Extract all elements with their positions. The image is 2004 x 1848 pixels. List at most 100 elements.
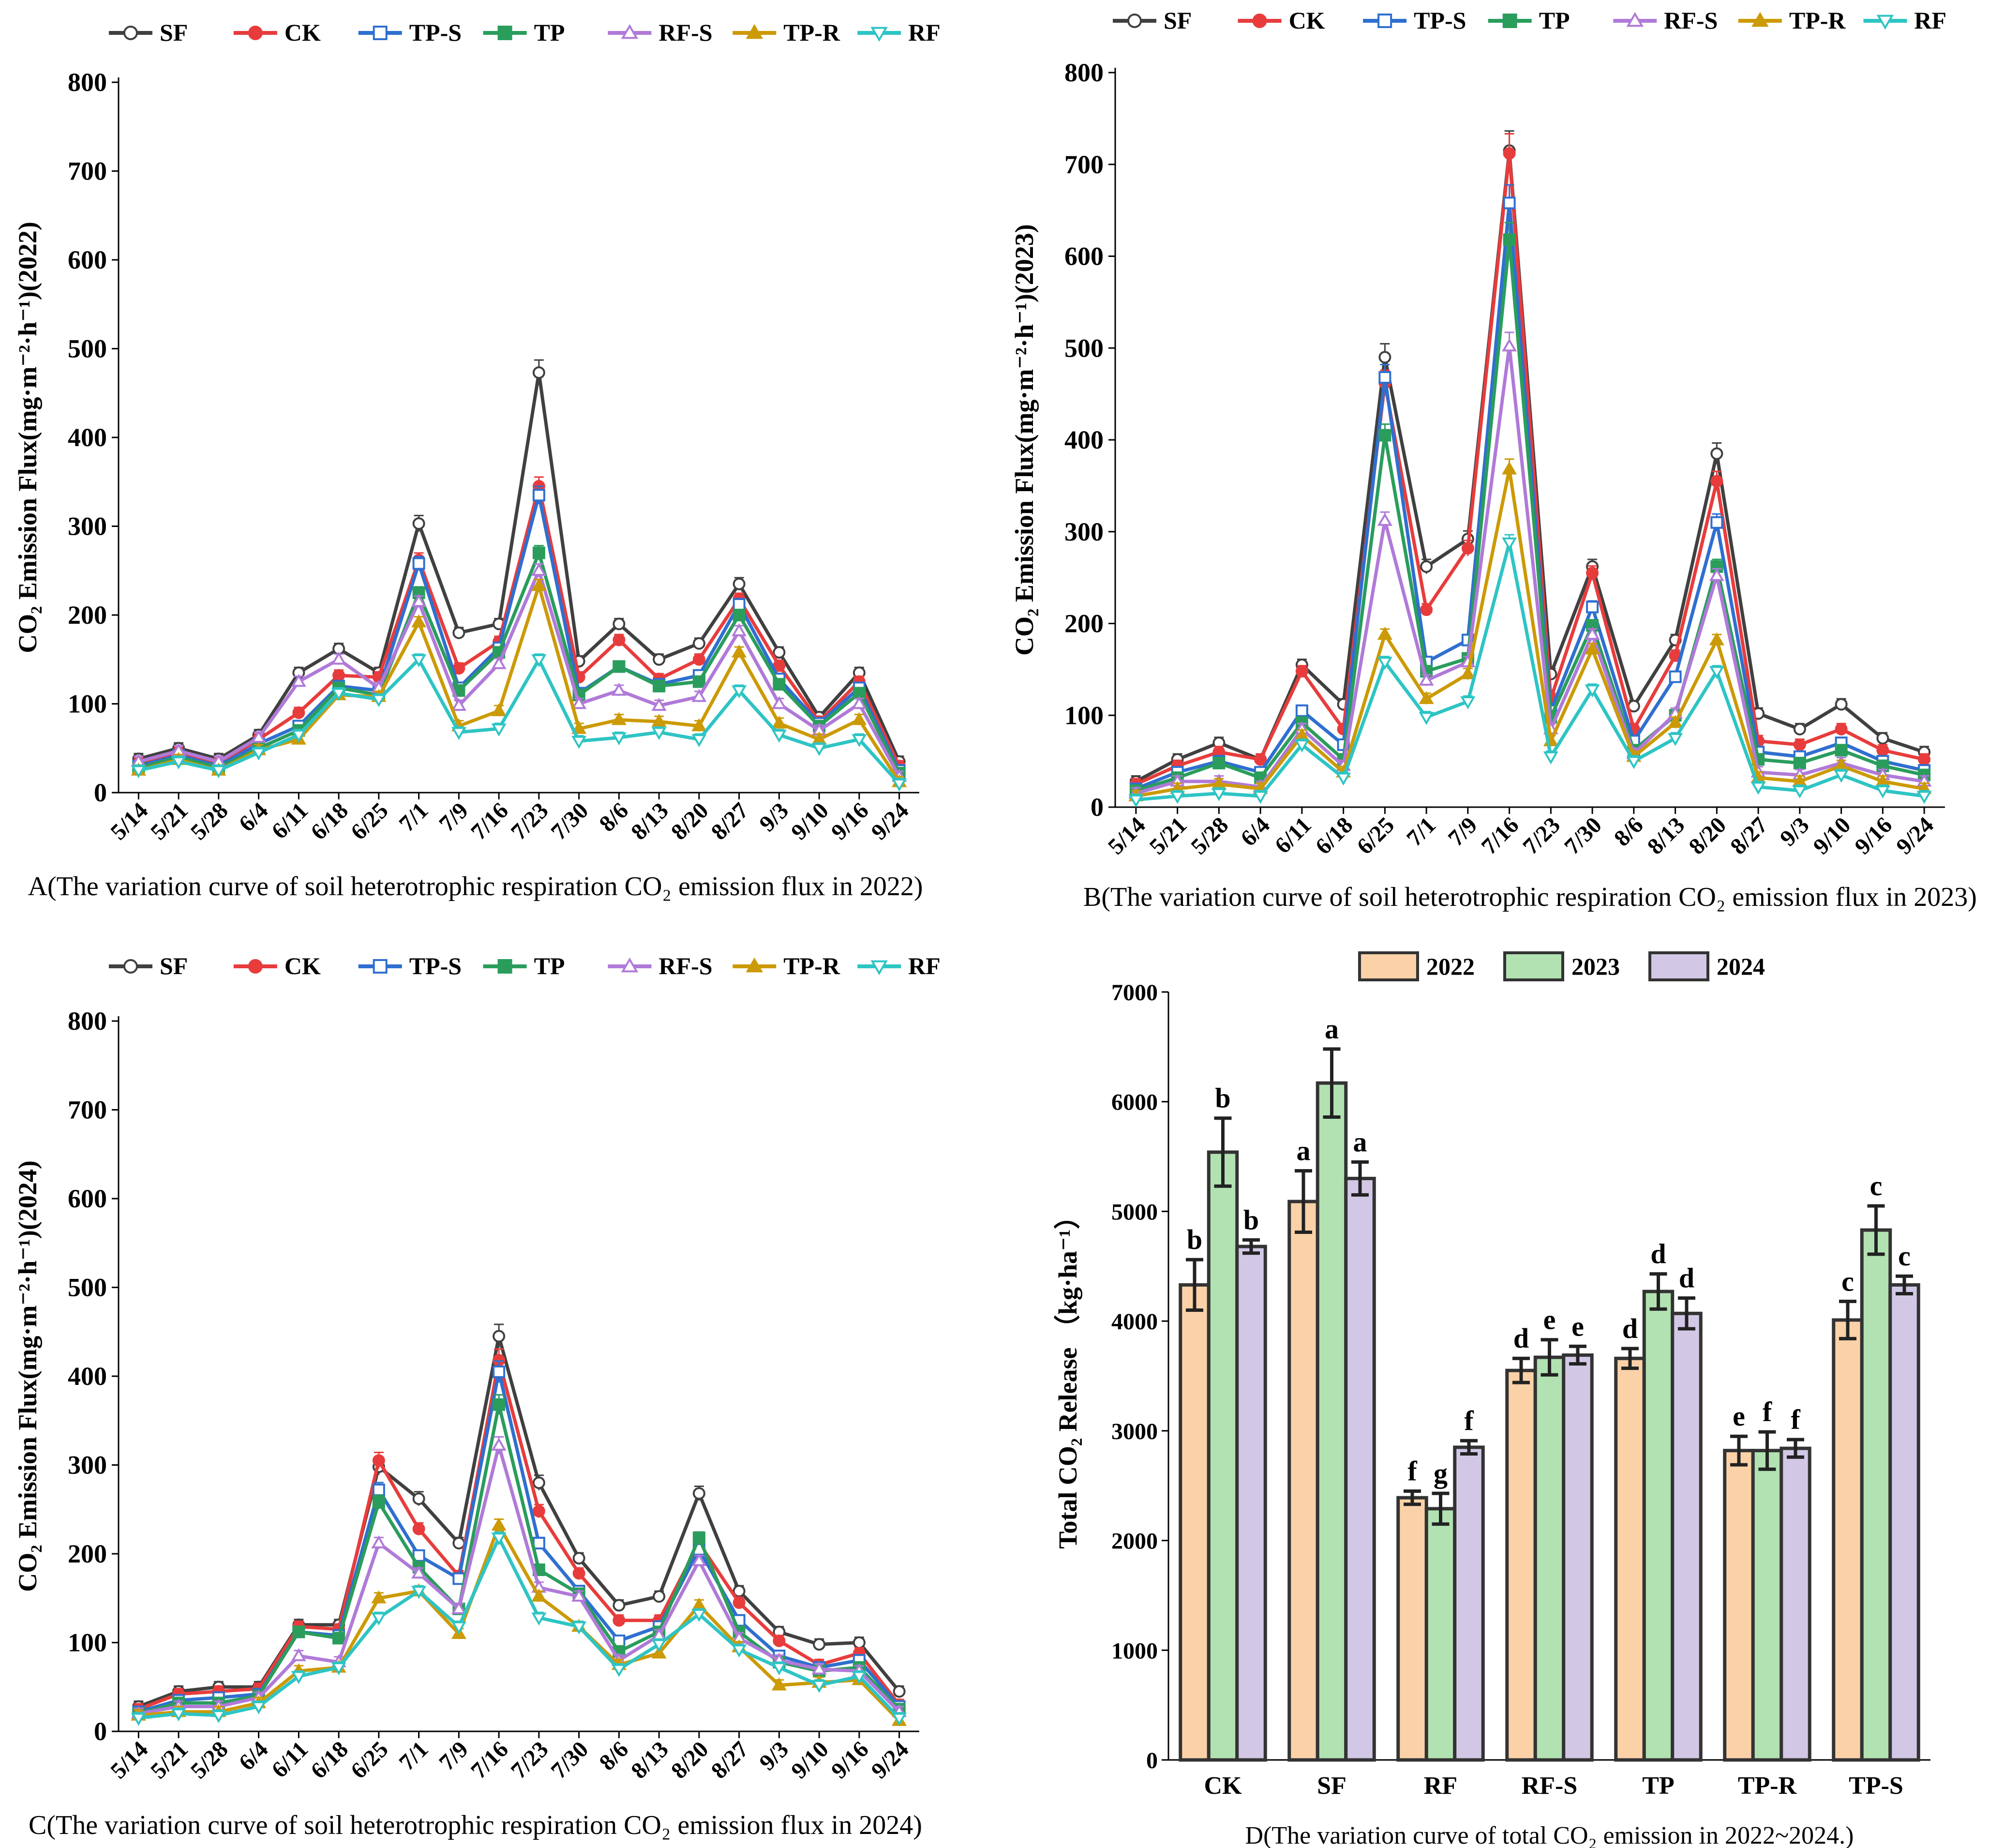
data-point	[892, 1713, 907, 1726]
legend: SF CK TP-S TP RF-S TP-R RF	[109, 19, 941, 46]
legend-label: TP-R	[783, 19, 840, 46]
data-point	[733, 609, 746, 621]
data-point	[732, 1644, 747, 1658]
legend-swatch	[1648, 951, 1709, 981]
significance-letter: e	[1733, 1400, 1745, 1432]
legend-marker	[1876, 15, 1894, 30]
data-point	[1419, 673, 1434, 686]
legend-marker	[123, 959, 138, 974]
legend-label: 2022	[1426, 953, 1475, 980]
data-point	[1710, 516, 1723, 529]
legend-label: SF	[1164, 7, 1192, 34]
data-point	[531, 1588, 547, 1602]
data-point	[613, 617, 626, 631]
data-point	[1377, 657, 1392, 670]
data-point	[1585, 684, 1600, 698]
data-point	[1626, 756, 1642, 769]
y-tick-label: 0	[94, 778, 107, 807]
series-line	[138, 371, 901, 763]
y-tick-label: 0	[1091, 793, 1104, 822]
data-point	[692, 653, 705, 666]
legend-label: RF	[908, 19, 941, 46]
data-point	[1793, 756, 1806, 769]
legend-item-sf: SF	[109, 19, 188, 46]
series-rf	[131, 1531, 907, 1726]
x-tick-label: 9/3	[1775, 812, 1814, 851]
data-point	[1377, 627, 1392, 640]
caption: B(The variation curve of soil heterotrop…	[1083, 882, 1977, 912]
series-rf-s	[131, 563, 907, 782]
series-tp-r	[1128, 458, 1932, 802]
x-tick-label: 9/16	[826, 797, 874, 845]
data-point	[1835, 722, 1848, 736]
data-point	[1294, 739, 1310, 753]
legend-item-tp: TP	[483, 952, 565, 979]
data-point	[331, 651, 346, 665]
significance-letter: c	[1898, 1240, 1911, 1272]
data-point	[571, 736, 587, 749]
legend-marker	[870, 960, 888, 976]
x-tick-label: SF	[1317, 1772, 1346, 1800]
data-point	[613, 633, 626, 646]
legend-label: TP	[534, 19, 565, 46]
data-point	[691, 689, 707, 702]
legend-label: SF	[160, 952, 188, 979]
legend-label: 2023	[1571, 953, 1620, 980]
legend-label: TP-S	[409, 952, 462, 979]
data-point	[611, 732, 627, 746]
bar	[1316, 1081, 1348, 1762]
data-point	[1460, 666, 1476, 679]
data-point	[1170, 791, 1185, 804]
bar	[1751, 1449, 1783, 1762]
y-tick-label: 400	[68, 1362, 107, 1391]
data-point	[611, 682, 627, 696]
significance-letter: b	[1187, 1224, 1202, 1255]
data-point	[1212, 756, 1226, 769]
data-point	[771, 696, 787, 709]
y-axis-label: CO₂ Emission Flux(mg·m⁻²·h⁻¹)(2024)	[13, 1160, 42, 1592]
legend-item-rf-s: RF-S	[1613, 7, 1718, 34]
legend-label: TP-S	[409, 19, 462, 46]
x-tick-label: CK	[1204, 1772, 1242, 1800]
legend: SF CK TP-S TP RF-S TP-R RF	[109, 952, 941, 979]
data-point	[1502, 537, 1517, 551]
caption: C(The variation curve of soil heterotrop…	[29, 1810, 922, 1840]
data-point	[1918, 753, 1931, 766]
series-line	[138, 1523, 901, 1722]
data-point	[1916, 791, 1932, 804]
series-rf	[131, 653, 907, 792]
data-point	[613, 1614, 626, 1627]
significance-letter: c	[1870, 1170, 1883, 1202]
data-point	[771, 1662, 787, 1675]
x-tick-label: 9/16	[1850, 812, 1897, 859]
data-point	[1835, 744, 1848, 757]
data-point	[1502, 338, 1517, 352]
x-tick-label: RF-S	[1522, 1772, 1578, 1800]
data-point	[571, 696, 587, 709]
data-point	[1585, 641, 1600, 655]
data-point	[1709, 666, 1724, 679]
data-point	[893, 1685, 906, 1698]
bar	[1207, 1150, 1239, 1762]
x-tick-label: 5/28	[186, 1736, 233, 1784]
data-point	[1585, 627, 1600, 640]
data-point	[491, 1438, 507, 1451]
data-point	[211, 1710, 226, 1724]
legend-label: CK	[1289, 7, 1325, 34]
bar	[1505, 1368, 1537, 1762]
data-point	[332, 1632, 345, 1645]
x-tick-label: 7/9	[434, 1736, 473, 1775]
significance-letter: f	[1791, 1404, 1800, 1435]
chart-a-2022-flux: SF CK TP-S TP RF-S TP-R RF 0 100 200 300 400 500 600 7…	[13, 19, 941, 901]
data-point	[1378, 351, 1391, 364]
legend-marker	[497, 26, 512, 40]
bar	[1396, 1496, 1428, 1762]
x-tick-label: 8/20	[1684, 812, 1731, 859]
data-point	[452, 626, 465, 639]
data-point	[572, 1552, 585, 1565]
data-point	[251, 747, 267, 761]
legend: 2022 2023 2024	[1358, 951, 1765, 981]
series-line	[138, 551, 901, 774]
data-point	[1420, 560, 1433, 573]
legend-marker	[746, 957, 763, 973]
